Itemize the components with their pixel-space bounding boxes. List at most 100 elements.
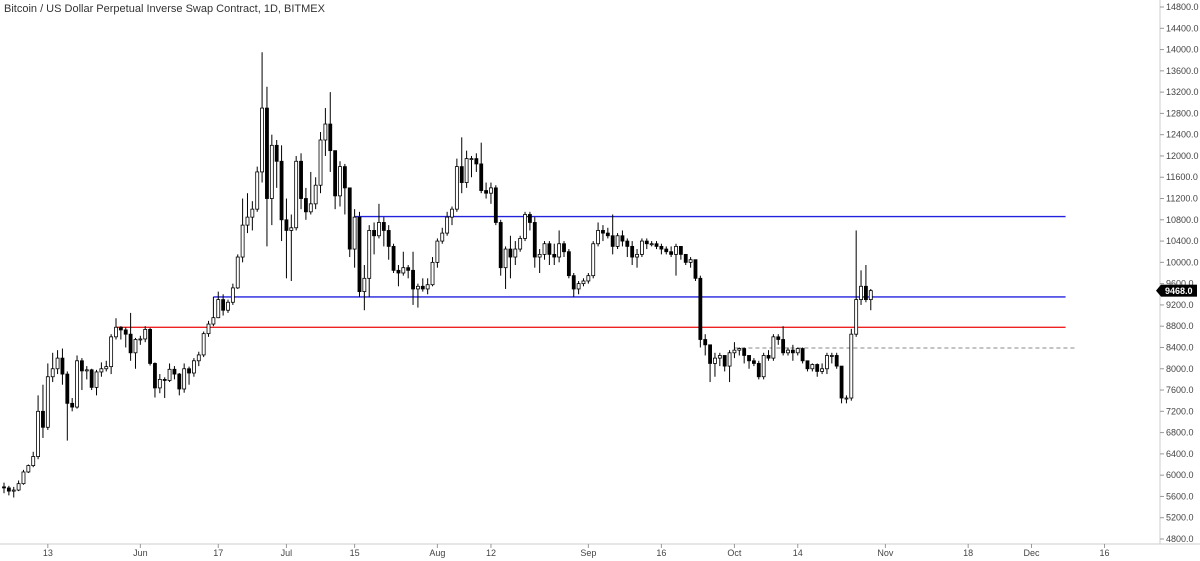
candle-body-up: [688, 259, 693, 263]
candle-body-up: [260, 107, 264, 173]
candle: [722, 355, 727, 372]
x-tick-label: Sep: [580, 548, 596, 558]
candle: [581, 278, 586, 287]
candle: [255, 166, 260, 212]
candle-body-up: [143, 328, 148, 340]
candle: [323, 108, 328, 156]
candle: [557, 230, 562, 263]
candle: [192, 358, 196, 377]
candle: [591, 241, 596, 279]
candle: [640, 238, 644, 258]
candle: [610, 214, 615, 255]
candle: [849, 328, 854, 401]
y-tick-label: 6400.0: [1166, 449, 1194, 459]
candle: [450, 206, 454, 226]
candle-body-down: [742, 348, 747, 356]
candle-body-up: [576, 283, 581, 290]
candle-body-up: [425, 284, 430, 290]
candle-body-down: [41, 410, 45, 428]
x-tick-label: 17: [213, 548, 223, 558]
candle: [226, 299, 230, 313]
candle-body-down: [172, 368, 177, 375]
candle-body-down: [625, 240, 630, 247]
candle: [805, 360, 810, 372]
candle-body-up: [308, 203, 313, 213]
candle-body-up: [771, 336, 776, 359]
candle-body-down: [781, 339, 786, 354]
candle: [562, 241, 566, 258]
x-tick-label: Nov: [877, 548, 894, 558]
candle: [420, 278, 425, 292]
candle-body-up: [859, 285, 863, 300]
candle-body-up: [114, 326, 118, 338]
y-tick-label: 10400.0: [1166, 236, 1199, 246]
candle: [118, 326, 123, 340]
candle-body-down: [678, 245, 683, 255]
candle: [240, 198, 245, 263]
candle-body-up: [786, 349, 790, 354]
candle: [386, 225, 391, 260]
candle-body-up: [435, 240, 440, 263]
candle: [216, 291, 221, 319]
candle: [284, 198, 289, 279]
candle-body-down: [118, 326, 123, 331]
candle: [513, 241, 518, 266]
candle: [94, 369, 99, 396]
candle: [635, 249, 639, 268]
candle: [601, 225, 605, 242]
x-tick-label: 15: [350, 548, 360, 558]
candle: [703, 334, 708, 356]
candle-body-up: [318, 139, 323, 186]
candle: [727, 350, 732, 383]
y-tick-label: 13600.0: [1166, 66, 1199, 76]
candle: [11, 486, 16, 498]
candle: [698, 275, 703, 348]
candle: [776, 334, 781, 345]
candle-body-up: [11, 489, 16, 492]
candle: [177, 373, 182, 396]
candle-body-up: [138, 338, 143, 341]
candle-body-down: [177, 373, 182, 390]
candle: [99, 362, 104, 377]
candle-body-down: [654, 243, 659, 247]
candle-body-down: [693, 259, 698, 279]
candle-body-up: [216, 299, 221, 319]
candle-body-down: [601, 230, 605, 234]
candle-body-down: [532, 222, 537, 258]
candle: [576, 280, 581, 295]
candle: [508, 235, 513, 279]
candle-body-down: [547, 243, 552, 255]
candle: [659, 243, 664, 255]
candle-body-down: [630, 245, 635, 258]
y-tick-label: 5600.0: [1166, 491, 1194, 501]
candle: [713, 352, 717, 377]
candle-body-up: [235, 256, 240, 289]
last-price-label: 9468.0: [1165, 286, 1193, 296]
candle-body-up: [255, 171, 260, 210]
candle: [464, 150, 469, 188]
x-tick-label: 16: [656, 548, 666, 558]
candle-body-up: [518, 238, 523, 250]
candle-body-up: [269, 144, 274, 199]
candle-body-up: [182, 368, 187, 390]
candle: [474, 153, 479, 172]
candle: [708, 344, 712, 383]
candle: [153, 362, 157, 398]
candle: [143, 326, 148, 343]
candle: [352, 209, 357, 268]
candle: [406, 265, 411, 279]
candle: [742, 347, 747, 364]
y-tick-label: 8000.0: [1166, 364, 1194, 374]
y-tick-label: 8400.0: [1166, 342, 1194, 352]
candle: [771, 334, 776, 361]
candle-body-down: [279, 160, 284, 221]
candle-body-down: [659, 245, 664, 250]
candle-body-up: [445, 216, 450, 234]
candle: [333, 150, 338, 210]
candle: [235, 254, 240, 289]
y-tick-label: 12800.0: [1166, 108, 1199, 118]
candle: [654, 241, 659, 250]
x-tick-label: 16: [1100, 548, 1110, 558]
candle-body-up: [94, 371, 99, 388]
